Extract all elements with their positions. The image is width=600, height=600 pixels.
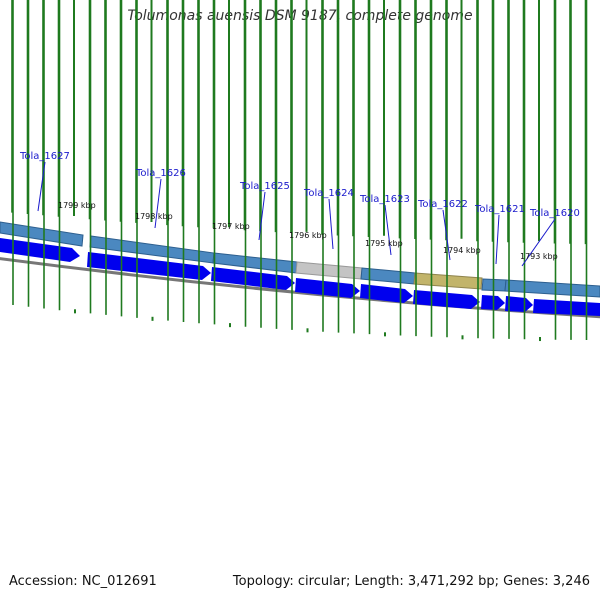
kbp-label: 1799 kbp — [58, 201, 96, 210]
gene-labels: Tola_1627 Tola_1626 Tola_1625 Tola_1624 … — [19, 151, 580, 219]
gene-label-tola-1623[interactable]: Tola_1623 — [359, 194, 410, 205]
gene-label-tola-1626[interactable]: Tola_1626 — [135, 168, 186, 179]
gene-label-tola-1624[interactable]: Tola_1624 — [303, 188, 354, 199]
cds-arrow-1626 — [87, 252, 211, 280]
cds-arrow-1620b — [533, 299, 600, 316]
feature-segment-1 — [0, 221, 84, 247]
gene-label-tola-1621[interactable]: Tola_1621 — [474, 204, 525, 215]
kbp-labels: 1799 kbp 1798 kbp 1797 kbp 1796 kbp 1795… — [58, 201, 558, 261]
cds-arrow-1624 — [295, 278, 360, 298]
leader-tola-1622 — [442, 209, 451, 261]
kbp-label: 1794 kbp — [443, 246, 481, 255]
gene-label-tola-1627[interactable]: Tola_1627 — [19, 151, 70, 162]
cds-arrow-1620a — [505, 296, 533, 312]
kbp-label: 1797 kbp — [212, 222, 250, 231]
gene-label-tola-1625[interactable]: Tola_1625 — [239, 181, 290, 192]
leader-tola-1627 — [37, 161, 46, 212]
gene-leader-lines — [37, 161, 556, 267]
kbp-label: 1796 kbp — [289, 231, 327, 240]
leader-tola-1621 — [495, 214, 500, 265]
cds-arrow-1625 — [211, 267, 295, 290]
kbp-label: 1793 kbp — [520, 252, 558, 261]
kbp-label: 1795 kbp — [365, 239, 403, 248]
gene-label-tola-1620[interactable]: Tola_1620 — [529, 208, 580, 219]
leader-tola-1625 — [258, 191, 266, 241]
feature-segment-4 — [295, 261, 363, 280]
leader-tola-1624 — [328, 198, 334, 250]
kbp-label: 1798 kbp — [135, 212, 173, 221]
feature-segment-6 — [413, 272, 483, 290]
leader-tola-1623 — [384, 204, 392, 256]
tick-marks — [11, 0, 588, 342]
leader-tola-1626 — [154, 178, 162, 229]
gene-label-tola-1622[interactable]: Tola_1622 — [417, 199, 468, 210]
accession-text: Accession: NC_012691 — [9, 574, 157, 589]
leader-tola-1620 — [521, 218, 556, 267]
feature-segment-8 — [504, 279, 600, 298]
topology-text: Topology: circular; Length: 3,471,292 bp… — [232, 574, 590, 589]
